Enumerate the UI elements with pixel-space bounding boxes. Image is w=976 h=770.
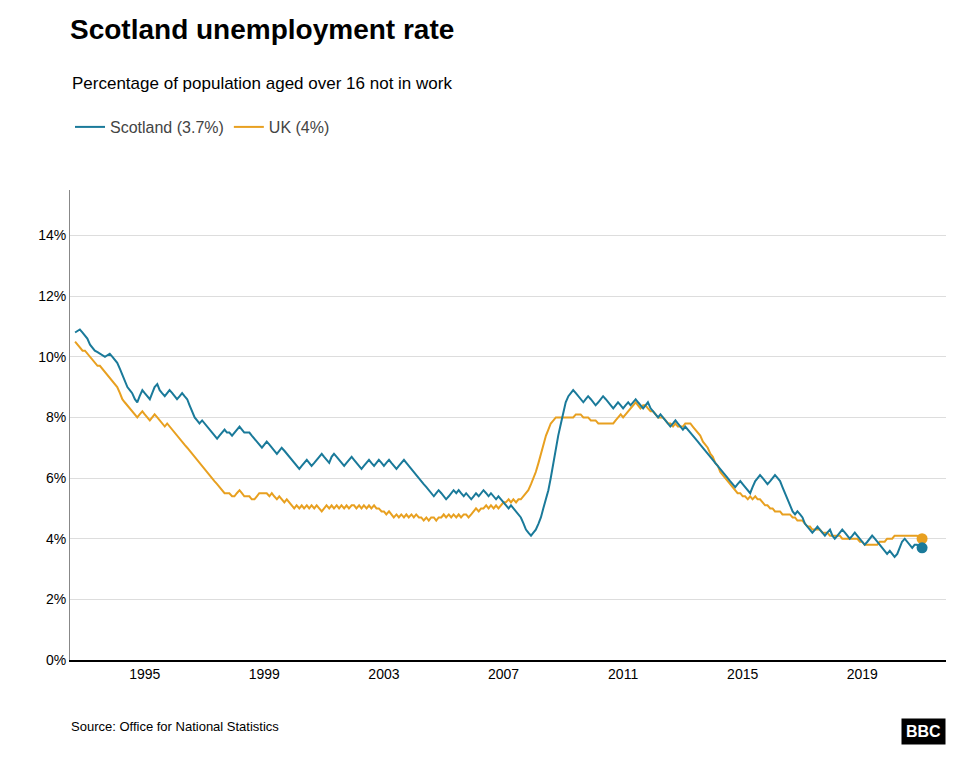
- svg-text:1995: 1995: [129, 666, 160, 682]
- svg-text:2003: 2003: [368, 666, 399, 682]
- svg-text:2007: 2007: [488, 666, 519, 682]
- svg-text:2015: 2015: [727, 666, 758, 682]
- svg-text:Scotland (3.7%): Scotland (3.7%): [110, 119, 224, 136]
- svg-text:0%: 0%: [46, 652, 66, 668]
- svg-text:10%: 10%: [38, 349, 66, 365]
- svg-text:8%: 8%: [46, 409, 66, 425]
- svg-text:6%: 6%: [46, 470, 66, 486]
- svg-text:2%: 2%: [46, 591, 66, 607]
- svg-text:2019: 2019: [847, 666, 878, 682]
- svg-text:14%: 14%: [38, 227, 66, 243]
- svg-text:12%: 12%: [38, 288, 66, 304]
- svg-text:4%: 4%: [46, 531, 66, 547]
- svg-text:Source: Office for National St: Source: Office for National Statistics: [71, 719, 279, 734]
- svg-text:1999: 1999: [249, 666, 280, 682]
- svg-text:2011: 2011: [608, 666, 638, 682]
- svg-text:BBC: BBC: [906, 723, 941, 740]
- svg-text:Percentage of population aged: Percentage of population aged over 16 no…: [72, 74, 452, 93]
- svg-text:UK (4%): UK (4%): [269, 119, 329, 136]
- svg-text:Scotland unemployment rate: Scotland unemployment rate: [70, 14, 454, 45]
